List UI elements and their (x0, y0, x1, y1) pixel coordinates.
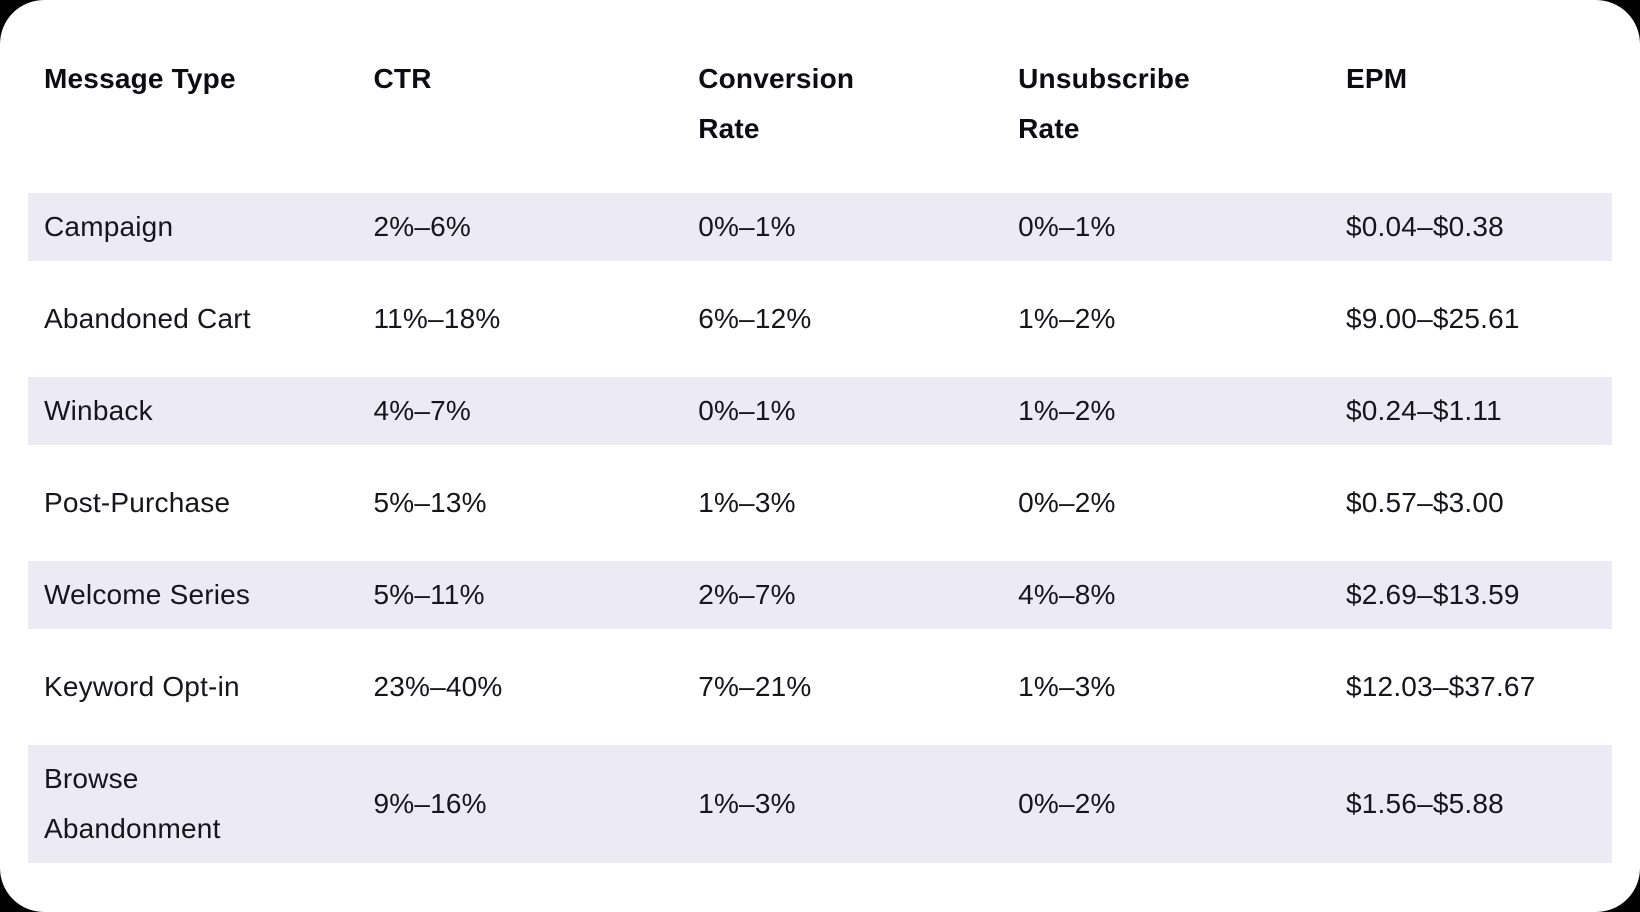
table-row-winback: Winback 4%–7% 0%–1% 1%–2% $0.24–$1.11 (28, 377, 1612, 445)
table-row-abandoned-cart: Abandoned Cart 11%–18% 6%–12% 1%–2% $9.0… (28, 285, 1612, 353)
header-row: Message Type CTR Conversion Rate Unsubsc… (28, 54, 1612, 169)
cell-value: Winback (44, 395, 153, 426)
cell-unsubscribe-rate: 4%–8% (1002, 561, 1331, 629)
cell-message-type: Abandoned Cart (28, 285, 357, 353)
cell-epm: $9.00–$25.61 (1346, 303, 1520, 334)
cell-unsubscribe-rate: 0%–1% (1002, 193, 1331, 261)
table-row-keyword-opt-in: Keyword Opt-in 23%–40% 7%–21% 1%–3% $12.… (28, 653, 1612, 721)
cell-unsubscribe-rate: 0%–2% (1002, 745, 1331, 863)
cell-conversion-rate: 1%–3% (682, 745, 1003, 863)
column-header-label: CTR (373, 63, 432, 94)
cell-message-type: Welcome Series (28, 561, 358, 629)
column-header-ctr: CTR (357, 54, 682, 169)
cell-value: Browse Abandonment (44, 763, 221, 844)
table-row-post-purchase: Post-Purchase 5%–13% 1%–3% 0%–2% $0.57–$… (28, 469, 1612, 537)
column-header-label: Conversion Rate (698, 63, 855, 144)
cell-message-type: Keyword Opt-in (28, 653, 357, 721)
cell-message-type: Post-Purchase (28, 469, 357, 537)
cell-value: Campaign (44, 211, 174, 242)
cell-unsubscribe-rate: 1%–3% (1018, 671, 1116, 702)
table-body: Campaign 2%–6% 0%–1% 0%–1% $0.04–$0.38 A… (28, 193, 1612, 863)
cell-epm: $12.03–$37.67 (1346, 671, 1536, 702)
cell-conversion-rate: 1%–3% (698, 487, 796, 518)
cell-unsubscribe-rate: 1%–2% (1002, 377, 1331, 445)
table-row-browse-abandonment: Browse Abandonment 9%–16% 1%–3% 0%–2% $1… (28, 745, 1612, 863)
column-header-label: Message Type (44, 63, 236, 94)
cell-ctr: 4%–7% (357, 377, 683, 445)
cell-epm: $0.57–$3.00 (1346, 487, 1504, 518)
cell-conversion-rate: 7%–21% (698, 671, 812, 702)
cell-epm: $0.04–$0.38 (1330, 193, 1612, 261)
cell-conversion-rate: 6%–12% (698, 303, 812, 334)
cell-ctr: 9%–16% (357, 745, 683, 863)
cell-conversion-rate: 0%–1% (682, 193, 1003, 261)
cell-message-type: Browse Abandonment (28, 745, 358, 863)
cell-ctr: 5%–11% (357, 561, 683, 629)
cell-ctr: 5%–13% (373, 487, 487, 518)
cell-conversion-rate: 2%–7% (682, 561, 1003, 629)
cell-ctr: 2%–6% (357, 193, 683, 261)
benchmarks-table: Message Type CTR Conversion Rate Unsubsc… (28, 30, 1612, 887)
column-header-label: Unsubscribe Rate (1018, 63, 1190, 144)
column-header-message-type: Message Type (28, 54, 357, 169)
table-row-campaign: Campaign 2%–6% 0%–1% 0%–1% $0.04–$0.38 (28, 193, 1612, 261)
cell-value: Post-Purchase (44, 487, 231, 518)
cell-ctr: 23%–40% (373, 671, 503, 702)
cell-value: Welcome Series (44, 579, 251, 610)
column-header-conversion-rate: Conversion Rate (682, 54, 1002, 169)
column-header-label: EPM (1346, 63, 1408, 94)
column-header-unsubscribe-rate: Unsubscribe Rate (1002, 54, 1330, 169)
cell-message-type: Campaign (28, 193, 358, 261)
cell-ctr: 11%–18% (373, 303, 501, 334)
table-header: Message Type CTR Conversion Rate Unsubsc… (28, 54, 1612, 169)
cell-value: Abandoned Cart (44, 303, 251, 334)
cell-message-type: Winback (28, 377, 358, 445)
cell-value: Keyword Opt-in (44, 671, 240, 702)
cell-epm: $1.56–$5.88 (1330, 745, 1612, 863)
cell-unsubscribe-rate: 0%–2% (1018, 487, 1116, 518)
column-header-epm: EPM (1330, 54, 1612, 169)
cell-epm: $0.24–$1.11 (1330, 377, 1612, 445)
cell-epm: $2.69–$13.59 (1330, 561, 1612, 629)
cell-unsubscribe-rate: 1%–2% (1018, 303, 1116, 334)
cell-conversion-rate: 0%–1% (682, 377, 1003, 445)
table-row-welcome-series: Welcome Series 5%–11% 2%–7% 4%–8% $2.69–… (28, 561, 1612, 629)
